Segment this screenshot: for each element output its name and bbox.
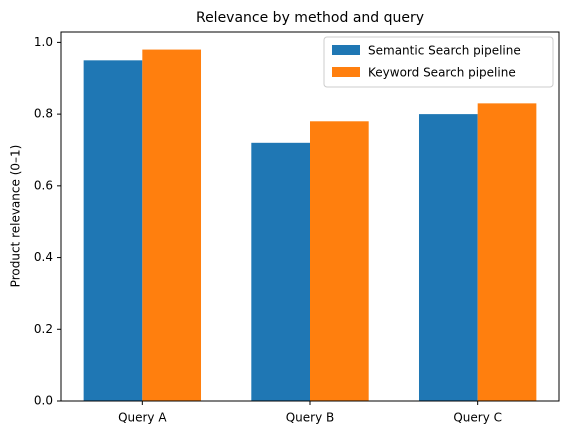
y-axis-label: Product relevance (0–1) bbox=[9, 145, 23, 288]
bar bbox=[310, 121, 369, 402]
y-tick-label: 0.6 bbox=[34, 178, 53, 192]
bar bbox=[477, 103, 537, 402]
legend-label: Keyword Search pipeline bbox=[368, 66, 516, 80]
bar bbox=[142, 49, 202, 401]
x-tick-label: Query C bbox=[453, 411, 502, 425]
y-tick-label: 0.2 bbox=[34, 322, 53, 336]
legend-swatch bbox=[332, 45, 360, 55]
legend-box bbox=[323, 36, 554, 88]
y-tick-label: 0.0 bbox=[34, 394, 53, 408]
legend-swatch bbox=[332, 67, 360, 77]
chart-title: Relevance by method and query bbox=[196, 10, 424, 26]
legend-label: Semantic Search pipeline bbox=[368, 44, 521, 58]
y-tick-label: 0.4 bbox=[34, 250, 53, 264]
plot-frame bbox=[60, 31, 560, 402]
bar bbox=[251, 142, 310, 401]
bar bbox=[83, 60, 143, 402]
y-tick-label: 1.0 bbox=[34, 35, 53, 49]
x-tick-label: Query A bbox=[118, 411, 167, 425]
x-tick-label: Query B bbox=[286, 411, 335, 425]
y-tick-label: 0.8 bbox=[34, 107, 53, 121]
bar bbox=[418, 114, 478, 401]
